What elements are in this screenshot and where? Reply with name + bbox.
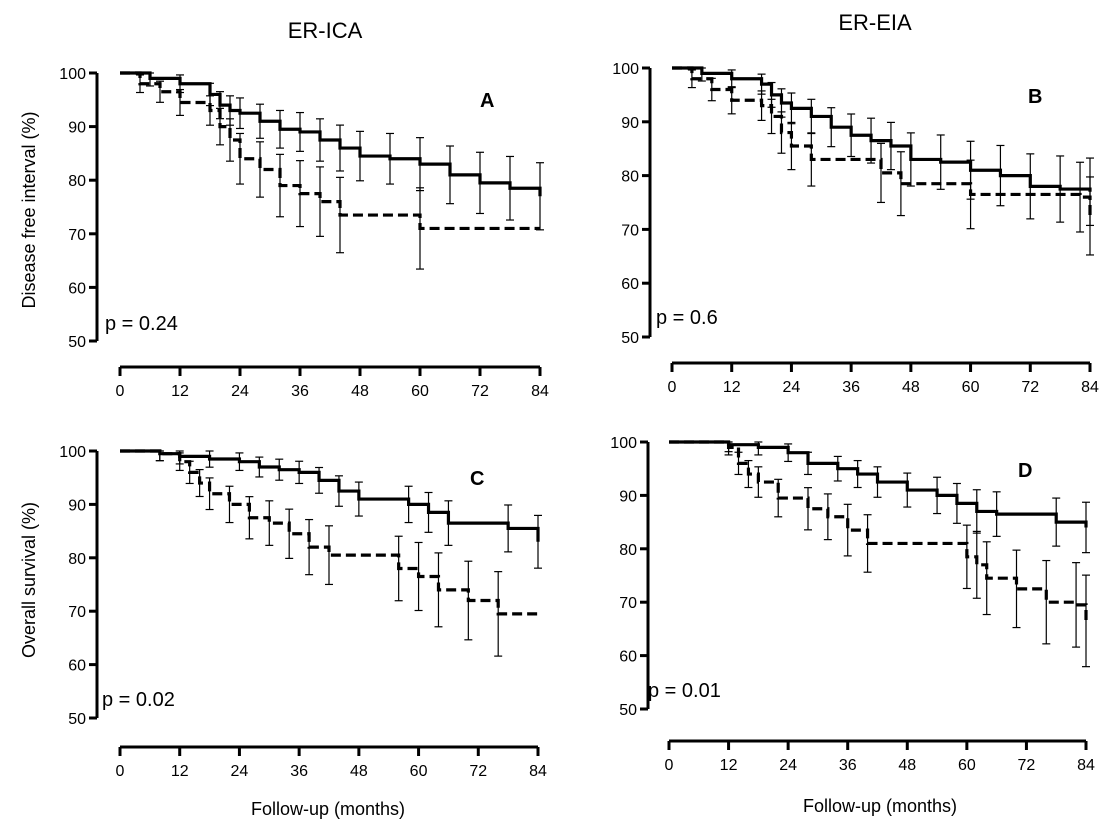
x-tick-label: 36 [290,763,308,780]
y-tick-label: 100 [612,61,639,78]
panel-b: 50 60 70 80 90 100 0 12 24 36 48 60 72 84 Bp = 0.6 [612,61,1099,396]
x-tick-label: 48 [902,379,920,396]
x-tick-label: 0 [116,383,125,400]
y-tick-label: 80 [68,173,86,190]
x-tick-label: 60 [410,763,428,780]
y-tick-label: 80 [619,542,637,559]
x-tick-label: 0 [116,763,125,780]
x-tick-label: 0 [668,379,677,396]
x-tick-label: 0 [665,757,674,774]
x-tick-label: 12 [171,763,189,780]
y-tick-label: 100 [59,66,86,83]
y-axis-title-bottom: Overall survival (%) [19,502,39,658]
y-tick-label: 90 [68,497,86,514]
x-tick-label: 36 [839,757,857,774]
y-tick-label: 90 [619,488,637,505]
y-tick-label: 50 [621,330,639,347]
panel-letter: B [1028,86,1042,108]
panel-letter: A [480,90,494,112]
y-axis-title-top: Disease free interval (%) [19,111,39,308]
x-tick-label: 60 [962,379,980,396]
y-tick-label: 50 [619,702,637,719]
y-tick-label: 90 [68,120,86,137]
panel-c: 50 60 70 80 90 100 0 12 24 36 48 60 72 84 Cp = 0.02 [59,444,547,780]
y-tick-label: 100 [59,444,86,461]
x-tick-label: 24 [779,757,797,774]
y-tick-label: 90 [621,115,639,132]
panel-letter: C [470,468,484,490]
y-tick-label: 60 [68,658,86,675]
y-tick-label: 80 [621,169,639,186]
p-value-label: p = 0.02 [102,689,175,711]
survival-curve-dashed [669,440,1088,621]
x-tick-label: 72 [1021,379,1039,396]
x-tick-label: 84 [531,383,549,400]
x-tick-label: 48 [351,383,369,400]
y-tick-label: 60 [621,276,639,293]
survival-curve-dashed [672,66,1092,216]
x-tick-label: 12 [723,379,741,396]
x-tick-label: 24 [783,379,801,396]
column-title-left: ER-ICA [288,18,363,43]
x-tick-label: 84 [529,763,547,780]
y-tick-label: 70 [621,222,639,239]
p-value-label: p = 0.24 [105,313,178,335]
x-tick-label: 72 [471,383,489,400]
y-tick-label: 70 [619,595,637,612]
y-tick-label: 100 [610,435,637,452]
x-tick-label: 84 [1081,379,1099,396]
y-tick-label: 70 [68,604,86,621]
x-tick-label: 72 [1018,757,1036,774]
y-tick-label: 60 [68,280,86,297]
p-value-label: p = 0.01 [648,680,721,702]
column-title-right: ER-EIA [838,10,912,35]
x-axis-title-right: Follow-up (months) [803,796,957,816]
x-tick-label: 24 [231,763,249,780]
x-tick-label: 24 [231,383,249,400]
x-tick-label: 48 [898,757,916,774]
panel-a: 50 60 70 80 90 100 0 12 24 36 48 60 72 84 Ap = 0.24 [59,66,549,400]
x-tick-label: 12 [720,757,738,774]
survival-curve-solid [120,71,542,197]
panel-d: 50 60 70 80 90 100 0 12 24 36 48 60 72 84 Dp = 0.01 [610,435,1095,774]
x-tick-label: 60 [411,383,429,400]
x-tick-label: 72 [469,763,487,780]
y-tick-label: 80 [68,551,86,568]
p-value-label: p = 0.6 [656,307,718,329]
y-tick-label: 50 [68,334,86,351]
x-axis-title-left: Follow-up (months) [251,799,405,819]
x-tick-label: 36 [291,383,309,400]
x-tick-label: 36 [842,379,860,396]
panel-letter: D [1018,460,1032,482]
survival-curve-dashed [120,71,540,231]
x-tick-label: 12 [171,383,189,400]
y-tick-label: 70 [68,227,86,244]
y-tick-label: 50 [68,711,86,728]
x-tick-label: 84 [1077,757,1095,774]
x-tick-label: 60 [958,757,976,774]
y-tick-label: 60 [619,649,637,666]
x-tick-label: 48 [350,763,368,780]
